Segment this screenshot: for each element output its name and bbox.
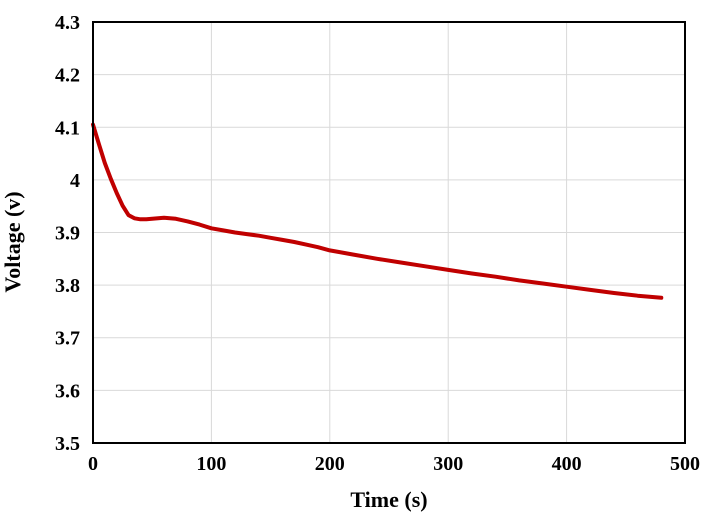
y-axis-tick-labels: 3.5 3.6 3.7 3.8 3.9 4 4.1 4.2 4.3: [55, 12, 80, 455]
x-tick-label: 300: [433, 453, 463, 475]
y-axis-title: Voltage (v): [0, 191, 25, 292]
voltage-curve: [91, 122, 664, 300]
y-tick-label: 3.7: [55, 328, 80, 350]
x-tick-label: 100: [196, 453, 226, 475]
data-series: [91, 122, 664, 300]
x-axis-tick-labels: 0 100 200 300 400 500: [88, 453, 700, 475]
gridlines: [93, 22, 685, 443]
y-tick-label: 4.3: [55, 12, 80, 34]
y-tick-label: 3.5: [55, 433, 80, 455]
x-tick-label: 500: [670, 453, 700, 475]
x-tick-label: 0: [88, 453, 98, 475]
y-tick-label: 3.9: [55, 223, 80, 245]
y-tick-label: 3.6: [55, 380, 80, 402]
x-tick-label: 200: [315, 453, 345, 475]
y-tick-label: 4: [70, 170, 80, 192]
y-tick-label: 3.8: [55, 275, 80, 297]
x-axis-title: Time (s): [350, 487, 427, 512]
x-tick-label: 400: [552, 453, 582, 475]
y-tick-label: 4.2: [55, 65, 80, 87]
y-tick-label: 4.1: [55, 117, 80, 139]
plot-area-border: [92, 21, 686, 444]
